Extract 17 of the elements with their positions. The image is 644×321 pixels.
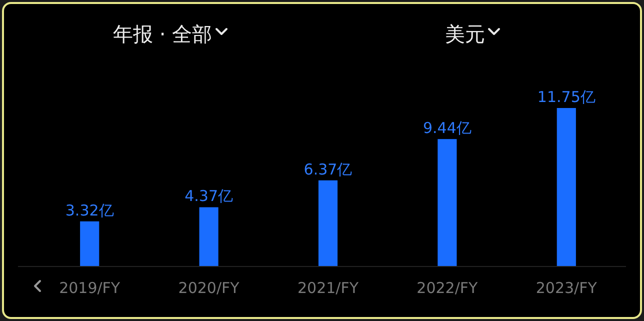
bar	[199, 207, 218, 266]
data-label: 4.37亿	[184, 187, 234, 206]
data-label: 3.32亿	[65, 201, 114, 220]
bar	[318, 180, 338, 266]
text: 美元	[445, 22, 485, 46]
x-tick-label: 2022/FY	[416, 279, 479, 297]
text: 年报 · 全部	[113, 22, 212, 46]
data-label: 9.44亿	[422, 119, 472, 138]
x-tick-label: 2019/FY	[59, 279, 121, 297]
x-tick-label: 2023/FY	[536, 279, 598, 297]
data-label: 6.37亿	[304, 160, 352, 178]
x-tick-label: 2020/FY	[178, 279, 240, 297]
bar	[438, 139, 457, 266]
x-tick-label: 2021/FY	[297, 279, 360, 297]
bar	[80, 221, 100, 266]
data-label: 11.75亿	[537, 88, 596, 106]
bar	[556, 108, 576, 266]
